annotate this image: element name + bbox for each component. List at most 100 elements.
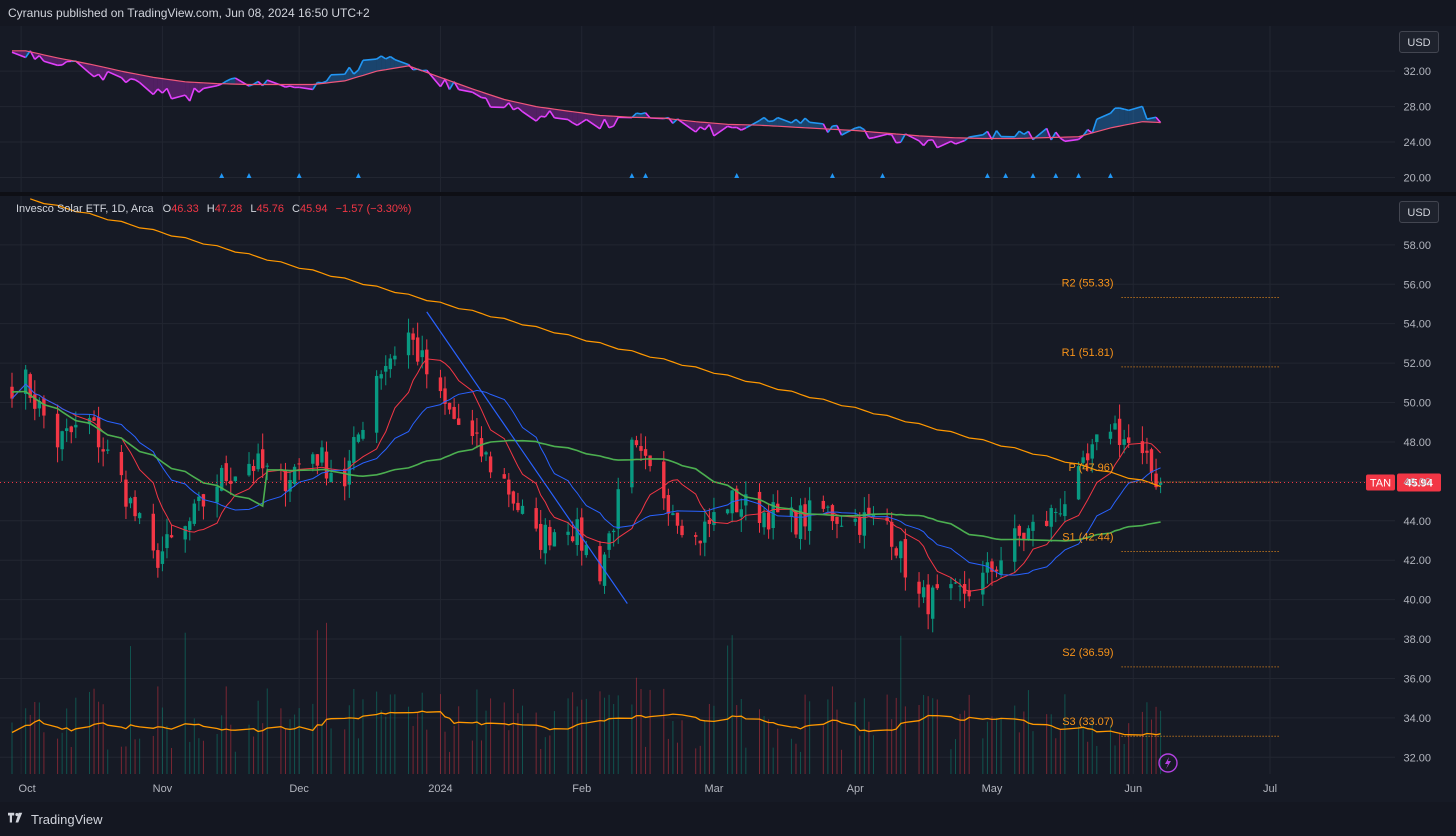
candle-body[interactable]	[862, 512, 867, 536]
candle-body[interactable]	[953, 582, 958, 584]
candle-body[interactable]	[87, 417, 92, 425]
candle-body[interactable]	[201, 494, 206, 507]
candle-body[interactable]	[1113, 423, 1117, 430]
candle-body[interactable]	[853, 518, 857, 522]
candle-body[interactable]	[584, 544, 589, 556]
candle-body[interactable]	[361, 429, 365, 439]
candle-body[interactable]	[215, 486, 219, 503]
candle-body[interactable]	[1090, 444, 1094, 459]
candle-body[interactable]	[707, 519, 712, 524]
candle-body[interactable]	[379, 374, 383, 379]
candle-body[interactable]	[1122, 439, 1126, 445]
candle-body[interactable]	[393, 355, 397, 360]
candles[interactable]	[10, 318, 1163, 633]
candle-body[interactable]	[260, 449, 265, 469]
price-currency-button[interactable]: USD	[1399, 201, 1439, 223]
candle-body[interactable]	[1044, 520, 1049, 526]
candle-body[interactable]	[315, 454, 320, 466]
candle-body[interactable]	[388, 358, 393, 370]
candle-body[interactable]	[534, 508, 538, 529]
candle-body[interactable]	[197, 496, 201, 501]
candle-body[interactable]	[265, 465, 269, 467]
trendline[interactable]	[426, 311, 628, 604]
candle-body[interactable]	[74, 424, 78, 428]
candle-body[interactable]	[192, 503, 197, 524]
candle-body[interactable]	[183, 526, 187, 540]
candle-body[interactable]	[475, 432, 479, 434]
candle-body[interactable]	[766, 512, 771, 530]
candle-body[interactable]	[899, 541, 903, 559]
candle-body[interactable]	[137, 513, 142, 519]
candle-body[interactable]	[999, 560, 1003, 575]
candle-body[interactable]	[283, 470, 288, 492]
candle-body[interactable]	[889, 521, 894, 547]
candle-body[interactable]	[1076, 466, 1081, 500]
candle-body[interactable]	[479, 438, 484, 457]
candle-body[interactable]	[488, 456, 493, 473]
candle-body[interactable]	[1095, 434, 1099, 443]
candle-body[interactable]	[539, 523, 543, 550]
candle-body[interactable]	[643, 449, 648, 456]
candle-body[interactable]	[347, 460, 351, 485]
candle-body[interactable]	[985, 562, 990, 573]
candle-body[interactable]	[219, 467, 224, 491]
candle-body[interactable]	[762, 512, 766, 528]
candle-body[interactable]	[926, 584, 930, 615]
candle-body[interactable]	[384, 365, 388, 372]
candle-body[interactable]	[60, 431, 64, 450]
candle-body[interactable]	[119, 452, 124, 476]
candle-body[interactable]	[456, 418, 461, 425]
candle-body[interactable]	[552, 532, 557, 547]
candle-body[interactable]	[329, 472, 333, 483]
candle-body[interactable]	[662, 461, 666, 499]
candle-body[interactable]	[484, 452, 488, 455]
candle-body[interactable]	[374, 375, 379, 433]
candle-body[interactable]	[188, 521, 192, 530]
candle-body[interactable]	[1158, 482, 1163, 485]
candle-body[interactable]	[96, 417, 101, 448]
chart-canvas[interactable]: R2 (55.33) R1 (51.81) P (47.96) S1 (42.44) S…	[0, 26, 1456, 802]
candle-body[interactable]	[981, 572, 985, 595]
candle-body[interactable]	[311, 454, 315, 464]
candle-body[interactable]	[229, 480, 233, 484]
candle-body[interactable]	[680, 525, 684, 536]
candle-body[interactable]	[949, 584, 953, 589]
candle-body[interactable]	[712, 512, 716, 526]
candle-body[interactable]	[133, 496, 137, 517]
candle-body[interactable]	[169, 535, 174, 538]
candle-body[interactable]	[42, 398, 46, 416]
candle-body[interactable]	[858, 517, 862, 535]
candle-body[interactable]	[128, 498, 133, 504]
candle-body[interactable]	[967, 590, 971, 597]
candle-body[interactable]	[1154, 473, 1158, 488]
candle-body[interactable]	[994, 569, 999, 572]
candle-body[interactable]	[160, 551, 165, 564]
candle-body[interactable]	[224, 463, 228, 482]
candle-body[interactable]	[151, 513, 155, 551]
candle-body[interactable]	[165, 534, 169, 549]
candle-body[interactable]	[648, 455, 652, 467]
candle-body[interactable]	[251, 465, 256, 471]
candle-body[interactable]	[356, 434, 361, 442]
candle-body[interactable]	[917, 581, 921, 594]
candle-body[interactable]	[1026, 528, 1031, 541]
candle-body[interactable]	[634, 440, 639, 446]
candle-body[interactable]	[990, 561, 994, 572]
lightning-icon[interactable]	[1158, 753, 1178, 773]
candle-body[interactable]	[124, 479, 128, 507]
candle-body[interactable]	[1140, 441, 1145, 454]
candle-body[interactable]	[575, 519, 579, 545]
candle-body[interactable]	[256, 453, 260, 470]
candle-body[interactable]	[438, 377, 443, 392]
symbol-tag[interactable]	[1366, 474, 1395, 491]
candle-body[interactable]	[548, 526, 552, 546]
candle-body[interactable]	[703, 521, 707, 543]
candle-body[interactable]	[826, 506, 830, 508]
candle-body[interactable]	[64, 428, 69, 432]
last-price-tag[interactable]	[1397, 473, 1441, 492]
candle-body[interactable]	[543, 524, 547, 554]
candle-body[interactable]	[33, 394, 37, 409]
candle-body[interactable]	[156, 550, 160, 568]
candle-body[interactable]	[1127, 437, 1131, 443]
candle-body[interactable]	[37, 400, 42, 409]
